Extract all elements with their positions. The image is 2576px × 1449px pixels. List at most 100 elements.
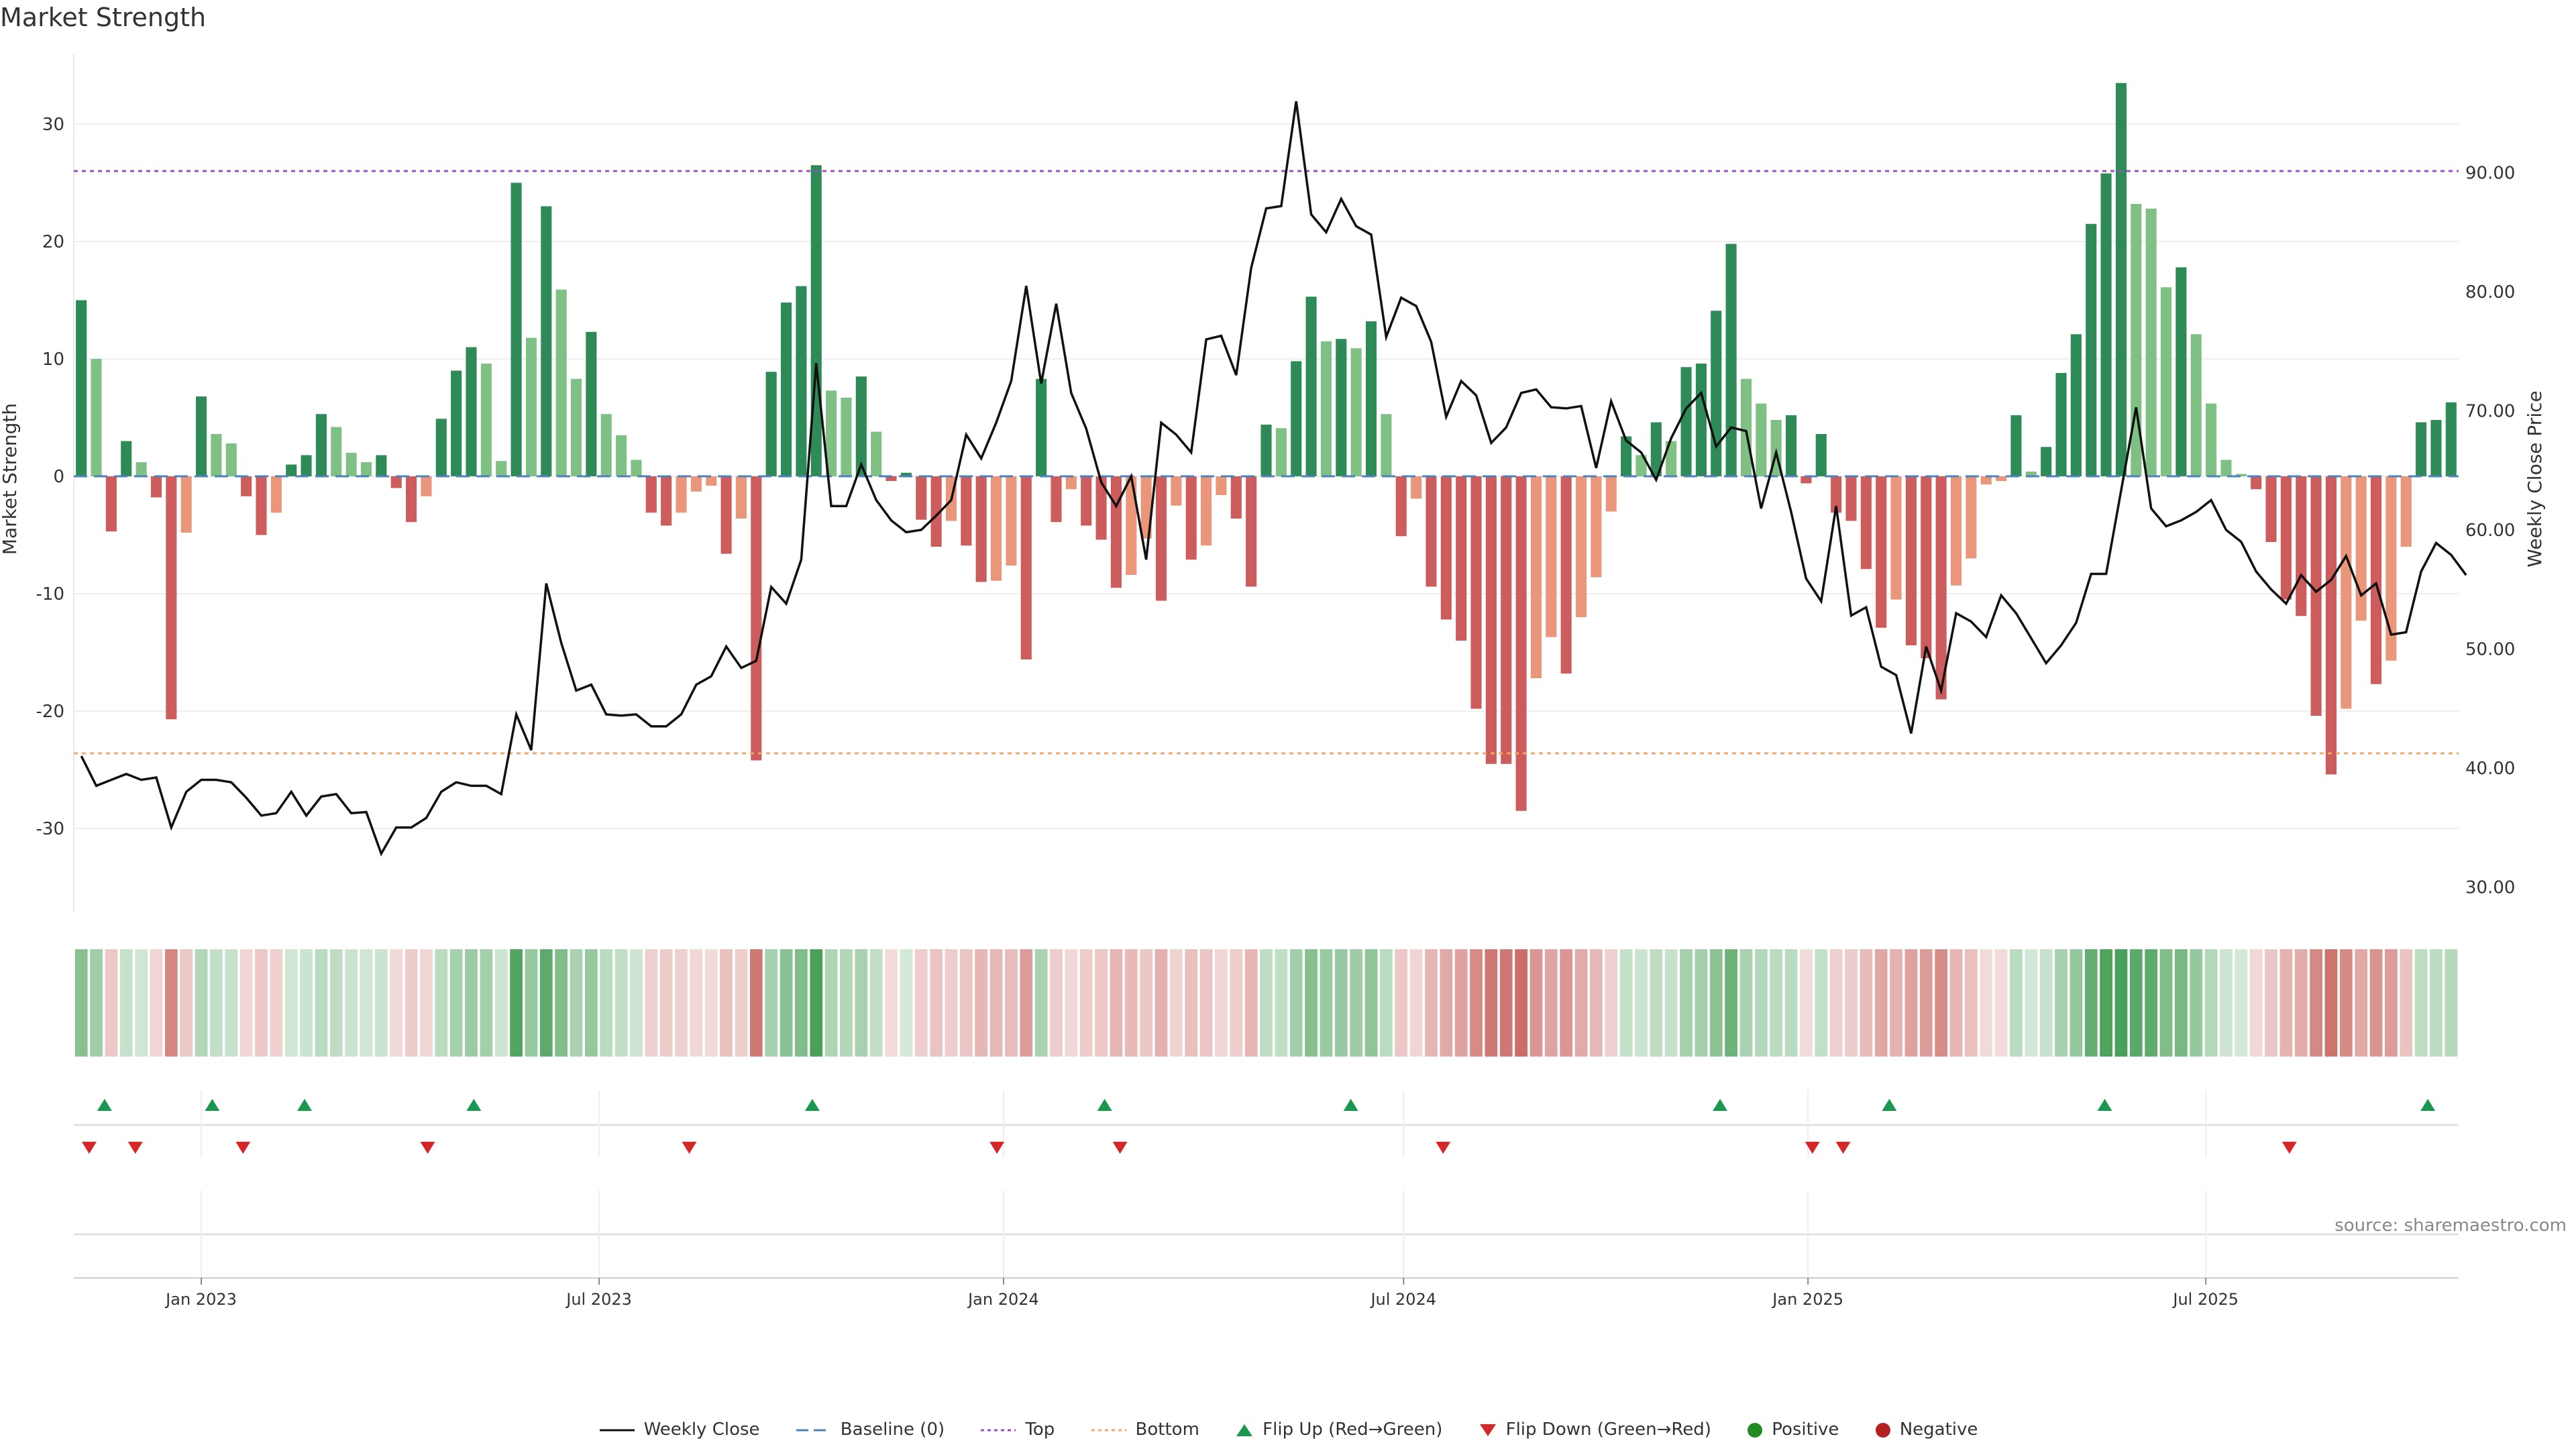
strength-bar [2055, 373, 2067, 476]
strength-bar [885, 476, 897, 481]
strength-bar [180, 476, 192, 533]
strength-bar [1365, 321, 1377, 476]
heat-cell [1334, 949, 1348, 1057]
heat-cell [374, 949, 388, 1057]
left-tick-label: -20 [36, 702, 64, 722]
heat-cell [735, 949, 748, 1057]
strength-bar [661, 476, 672, 526]
strength-bar [2325, 476, 2337, 775]
strength-bar [1065, 476, 1077, 490]
dotted-line-icon [1091, 1429, 1126, 1431]
heat-cell [1874, 949, 1888, 1057]
right-tick-label: 40.00 [2465, 759, 2515, 779]
heat-cell [1650, 949, 1663, 1057]
strength-bar [1081, 476, 1092, 526]
triangle-down-icon [1479, 1424, 1496, 1436]
heat-cell [2430, 949, 2443, 1057]
heat-cell [1544, 949, 1558, 1057]
strength-bar [2310, 476, 2322, 716]
strength-bar [2206, 403, 2217, 476]
legend-weekly-close-label: Weekly Close [643, 1419, 760, 1440]
strength-bar [2041, 447, 2052, 476]
strength-bar [1110, 476, 1122, 588]
strength-heat-strip [74, 949, 2458, 1057]
heat-cell [1350, 949, 1363, 1057]
strength-bar [331, 427, 342, 476]
heat-cell [255, 949, 268, 1057]
strength-bar [1591, 476, 1602, 578]
flip-down-marker [1112, 1142, 1128, 1154]
dot-icon [1748, 1422, 1763, 1438]
solid-line-icon [599, 1429, 635, 1431]
heat-cell [270, 949, 283, 1057]
strength-bar [2355, 476, 2367, 621]
heat-cell [225, 949, 238, 1057]
heat-cell [1110, 949, 1123, 1057]
heat-cell [449, 949, 463, 1057]
heat-cell [1664, 949, 1678, 1057]
heat-cell [2220, 949, 2233, 1057]
heat-cell [1095, 949, 1108, 1057]
strength-bar [91, 359, 102, 476]
flip-down-marker [420, 1142, 435, 1154]
legend-flip-up-label: Flip Up (Red→Green) [1263, 1419, 1443, 1440]
strength-bar [990, 476, 1002, 581]
heat-cell [1485, 949, 1498, 1057]
heat-cell [329, 949, 343, 1057]
strength-bar [1546, 476, 1557, 637]
strength-bar [1185, 476, 1197, 560]
heat-cell [465, 949, 478, 1057]
heat-cell [1260, 949, 1273, 1057]
flip-up-marker [804, 1099, 820, 1111]
flip-down-marker [235, 1142, 251, 1154]
heat-cell [1739, 949, 1753, 1057]
strength-bar [1980, 476, 1992, 485]
strength-bar [2430, 420, 2442, 476]
heat-cell [345, 949, 358, 1057]
strength-bar [1320, 341, 1332, 476]
heat-cell [975, 949, 988, 1057]
heat-cell [1364, 949, 1378, 1057]
heat-cell [1230, 949, 1243, 1057]
right-axis-label: Weekly Close Price [2524, 390, 2546, 567]
strength-bar [2400, 476, 2412, 547]
strength-bar [2025, 472, 2037, 476]
heat-cell [2445, 949, 2458, 1057]
strength-bar [1831, 476, 1842, 513]
legend-top-label: Top [1025, 1419, 1055, 1440]
heat-cell [570, 949, 583, 1057]
heat-cell [1425, 949, 1438, 1057]
heat-cell [900, 949, 913, 1057]
strength-bar [1470, 476, 1482, 709]
heat-cell [2039, 949, 2053, 1057]
heat-cell [1244, 949, 1258, 1057]
strength-bar [1950, 476, 1962, 586]
strength-bar [2010, 415, 2022, 476]
heat-cell [824, 949, 838, 1057]
strength-bar [871, 431, 882, 476]
strength-bar [1680, 367, 1692, 476]
x-tick-label: Jan 2023 [164, 1290, 237, 1309]
strength-bar [121, 441, 132, 476]
strength-bar [1201, 476, 1212, 546]
flip-up-marker [2420, 1099, 2436, 1111]
legend-baseline-label: Baseline (0) [840, 1419, 945, 1440]
legend-flip-down-label: Flip Down (Green→Red) [1505, 1419, 1711, 1440]
left-tick-label: -30 [36, 819, 64, 839]
strength-bar [451, 370, 462, 476]
heat-cell [1499, 949, 1513, 1057]
strength-bar [1291, 361, 1302, 476]
legend-weekly-close: Weekly Close [598, 1419, 760, 1440]
heat-cell [239, 949, 253, 1057]
strength-bar [270, 476, 282, 513]
strength-bar [1966, 476, 1977, 559]
heat-cell [360, 949, 373, 1057]
legend: Weekly Close Baseline (0) Top Bottom Fli… [0, 1419, 2576, 1440]
heat-cell [914, 949, 928, 1057]
strength-bar [765, 372, 777, 476]
heat-cell [525, 949, 538, 1057]
left-axis-ticks: -30 -20 -10 0 10 20 30 [36, 115, 64, 839]
strength-bar [1171, 476, 1182, 506]
heat-cell [2310, 949, 2322, 1057]
heat-cell [720, 949, 733, 1057]
